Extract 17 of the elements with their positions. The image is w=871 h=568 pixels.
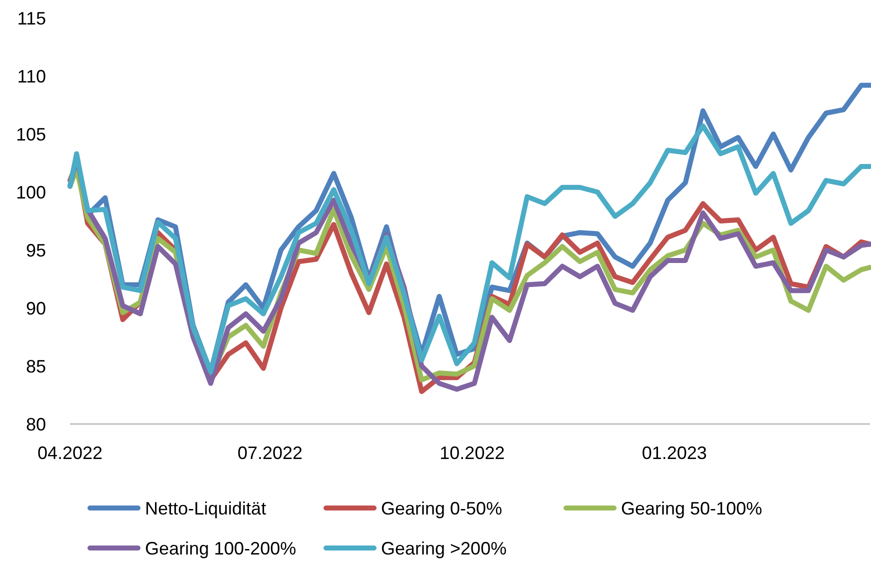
y-tick-label: 95 (26, 240, 46, 260)
legend-label: Gearing >200% (381, 538, 507, 558)
legend-label: Gearing 50-100% (621, 498, 762, 518)
y-tick-label: 90 (26, 298, 46, 318)
x-tick-label: 01.2023 (642, 443, 707, 463)
legend-label: Gearing 0-50% (381, 498, 502, 518)
legend-label: Gearing 100-200% (145, 538, 296, 558)
y-tick-label: 110 (17, 66, 46, 86)
y-tick-label: 115 (17, 8, 46, 28)
y-tick-label: 105 (16, 124, 46, 144)
x-tick-label: 07.2022 (237, 443, 303, 463)
legend-label: Netto-Liquidität (145, 498, 266, 518)
y-tick-label: 100 (16, 182, 46, 202)
y-tick-label: 80 (26, 414, 46, 434)
y-tick-label: 85 (26, 356, 46, 376)
x-tick-label: 10.2022 (440, 443, 505, 463)
x-tick-label: 04.2022 (37, 443, 103, 463)
